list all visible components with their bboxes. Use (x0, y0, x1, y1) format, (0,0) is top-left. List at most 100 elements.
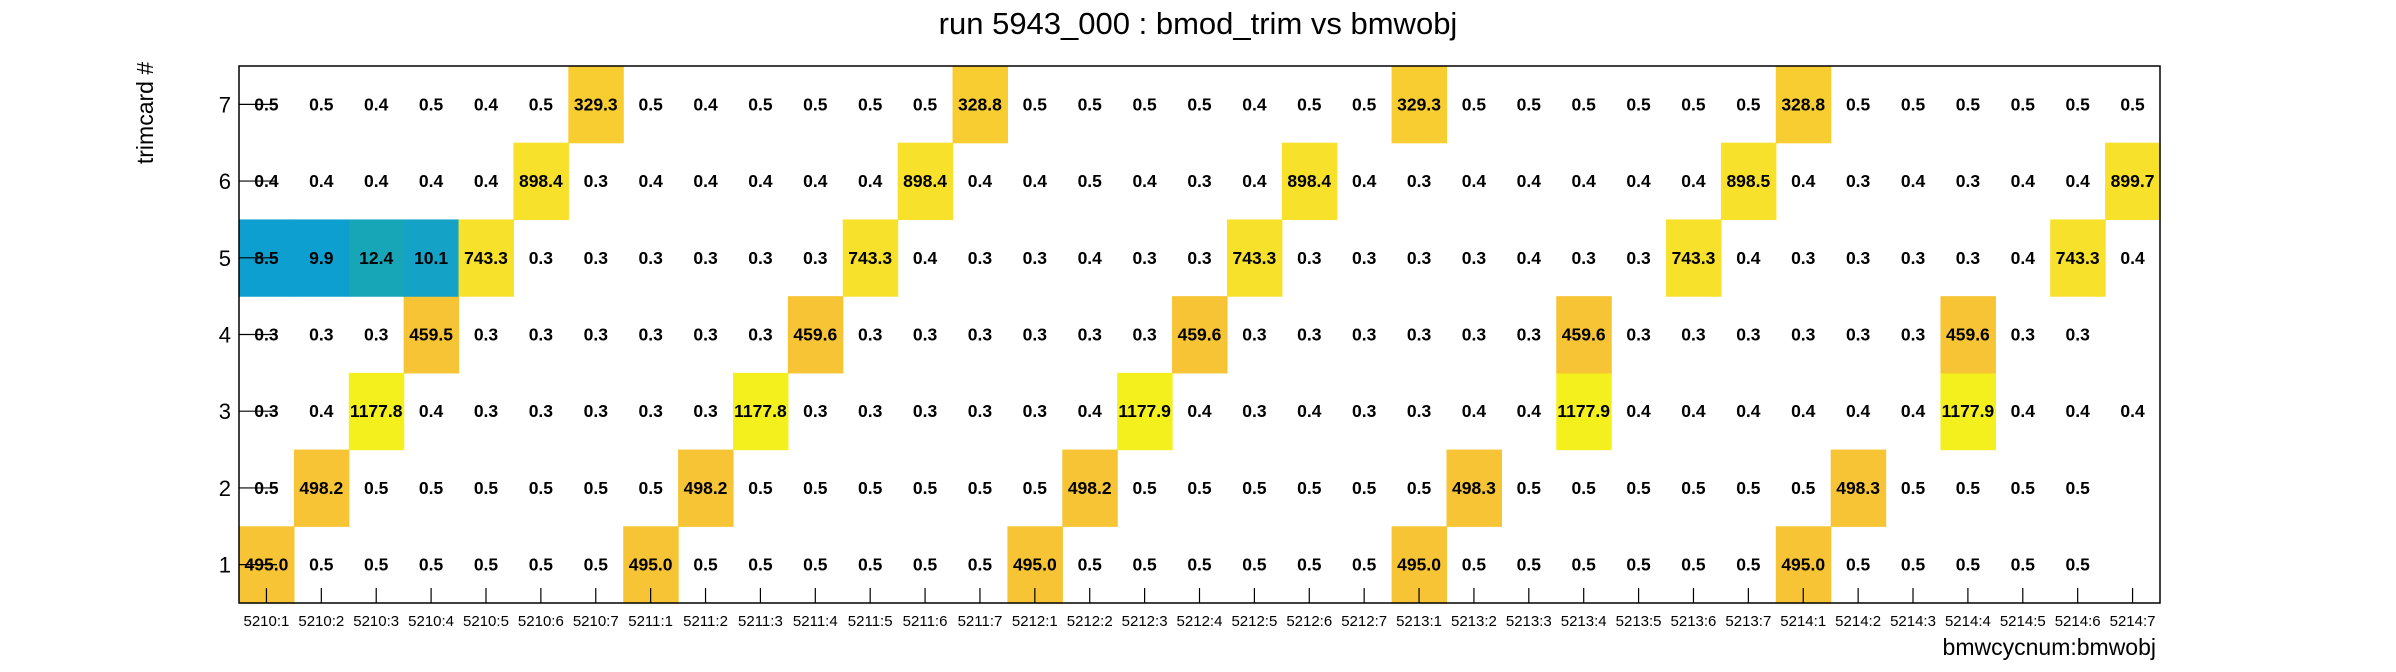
heatmap-cell (513, 142, 569, 221)
cell-value-label: 0.5 (474, 478, 499, 498)
x-tick-label: 5213:6 (1671, 613, 1717, 630)
heatmap-cell (1117, 372, 1173, 451)
heatmap-cell (1226, 219, 1283, 297)
cell-value-label: 0.4 (1572, 171, 1597, 191)
cell-value-label: 0.5 (1681, 94, 1706, 114)
cell-value-label: 0.3 (1462, 325, 1487, 345)
cell-value-label: 0.5 (1297, 94, 1322, 114)
cell-value-label: 0.3 (1242, 401, 1267, 421)
cell-value-label: 1177.8 (350, 401, 403, 421)
cell-value-label: 329.3 (1397, 94, 1441, 114)
heatmap-cell (1391, 66, 1448, 144)
heatmap-cell (787, 296, 844, 374)
x-tick-label: 5214:7 (2110, 613, 2156, 630)
cell-value-label: 0.5 (858, 94, 883, 114)
cell-value-label: 0.4 (1242, 171, 1267, 191)
cell-value-label: 0.5 (1078, 94, 1103, 114)
cell-value-label: 0.4 (474, 171, 499, 191)
heatmap-cell (1062, 449, 1118, 527)
cell-value-label: 0.3 (803, 401, 828, 421)
x-tick-label: 5212:6 (1286, 613, 1332, 630)
cell-value-label: 0.5 (1681, 478, 1706, 498)
cell-value-label: 0.3 (1846, 248, 1871, 268)
cell-value-label: 0.4 (748, 171, 773, 191)
cell-value-label: 0.4 (2011, 248, 2036, 268)
x-tick-label: 5212:4 (1177, 613, 1223, 630)
cell-value-label: 0.4 (1297, 401, 1322, 421)
cell-value-label: 0.5 (2120, 94, 2145, 114)
cell-value-label: 0.5 (1956, 478, 1981, 498)
cell-value-label: 0.5 (1132, 555, 1157, 575)
cell-value-label: 0.4 (1626, 171, 1651, 191)
heatmap-cell (1556, 372, 1612, 451)
cell-value-label: 0.5 (1736, 555, 1761, 575)
heatmap-cell (348, 372, 405, 451)
cell-value-label: 0.4 (968, 171, 993, 191)
cell-value-label: 0.5 (1791, 478, 1816, 498)
cell-value-label: 0.4 (1187, 401, 1212, 421)
cell-value-label: 0.3 (1132, 325, 1157, 345)
cell-value-label: 0.5 (1462, 94, 1487, 114)
cell-value-label: 0.3 (1736, 325, 1761, 345)
cell-value-label: 498.3 (1452, 478, 1496, 498)
cell-value-label: 0.3 (1352, 325, 1377, 345)
cell-value-label: 0.4 (1132, 171, 1157, 191)
y-axis-title: trimcard # (132, 62, 158, 164)
heatmap-cell (568, 66, 624, 144)
cell-value-label: 0.5 (529, 478, 554, 498)
cell-value-label: 0.3 (858, 401, 883, 421)
cell-value-label: 0.3 (1023, 248, 1048, 268)
x-tick-label: 5212:1 (1012, 613, 1058, 630)
cell-value-label: 1177.9 (1118, 401, 1171, 421)
cell-value-label: 0.3 (1187, 171, 1212, 191)
cell-value-label: 0.3 (2011, 325, 2036, 345)
cell-value-label: 0.5 (1901, 94, 1926, 114)
heatmap-cell (732, 372, 789, 451)
cell-value-label: 0.5 (1132, 94, 1157, 114)
x-tick-label: 5213:3 (1506, 613, 1552, 630)
cell-value-label: 0.4 (364, 94, 389, 114)
cell-value-label: 0.5 (1078, 171, 1103, 191)
cell-value-label: 0.4 (1078, 248, 1103, 268)
cell-value-label: 0.3 (309, 325, 334, 345)
cell-value-label: 0.4 (1681, 171, 1706, 191)
cell-value-label: 0.3 (1023, 325, 1048, 345)
heatmap-cell (1446, 449, 1502, 527)
cell-value-label: 0.3 (1626, 248, 1651, 268)
x-tick-label: 5212:7 (1341, 613, 1387, 630)
cell-value-label: 0.3 (1187, 248, 1212, 268)
heatmap-cell (1940, 372, 1996, 451)
cell-value-label: 0.4 (1023, 171, 1048, 191)
cell-value-label: 0.3 (858, 325, 883, 345)
cell-value-label: 0.3 (693, 401, 718, 421)
heatmap-cell (678, 449, 734, 527)
cell-value-label: 0.3 (1791, 248, 1816, 268)
cell-value-label: 0.3 (1791, 325, 1816, 345)
cell-value-label: 495.0 (1013, 555, 1057, 575)
cell-value-label: 743.3 (2056, 248, 2100, 268)
cell-value-label: 0.3 (1846, 325, 1871, 345)
cell-value-label: 0.3 (1023, 401, 1048, 421)
cell-value-label: 0.5 (1187, 94, 1212, 114)
cell-value-label: 0.3 (913, 401, 938, 421)
cell-value-label: 0.3 (1297, 248, 1322, 268)
cell-value-label: 0.4 (1736, 401, 1761, 421)
cell-value-label: 0.3 (1242, 325, 1267, 345)
cell-value-label: 0.5 (913, 555, 938, 575)
cell-value-label: 0.5 (913, 94, 938, 114)
cell-value-label: 0.3 (584, 248, 609, 268)
x-tick-label: 5210:5 (463, 613, 509, 630)
cell-value-label: 0.5 (968, 478, 993, 498)
cell-value-label: 0.3 (1352, 248, 1377, 268)
cell-value-label: 0.5 (1626, 555, 1651, 575)
x-tick-label: 5214:5 (2000, 613, 2046, 630)
cell-value-label: 498.2 (299, 478, 343, 498)
x-tick-label: 5211:4 (793, 613, 838, 630)
cell-value-label: 0.4 (1626, 401, 1651, 421)
cell-value-label: 0.5 (858, 555, 883, 575)
cell-value-label: 0.4 (309, 401, 334, 421)
x-tick-label: 5210:2 (298, 613, 344, 630)
x-tick-label: 5214:1 (1780, 613, 1826, 630)
heatmap-cell (2050, 219, 2106, 297)
cell-value-label: 0.3 (693, 248, 718, 268)
